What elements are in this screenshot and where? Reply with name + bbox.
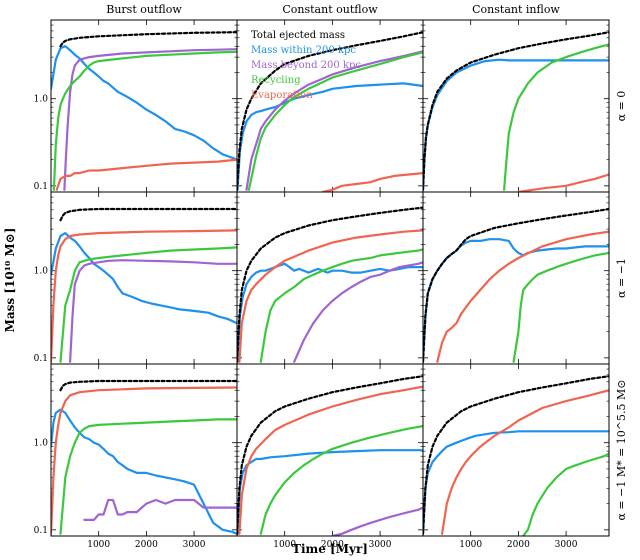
series-recycling bbox=[259, 425, 423, 535]
series-total bbox=[237, 375, 423, 535]
series-group bbox=[51, 379, 237, 535]
series-evaporation bbox=[321, 172, 423, 192]
series-evaporation bbox=[441, 389, 609, 535]
panel-r0-c1 bbox=[236, 19, 424, 193]
series-total bbox=[59, 207, 237, 222]
series-recycling bbox=[522, 452, 609, 536]
ticks bbox=[51, 363, 237, 536]
series-beyond bbox=[245, 50, 423, 191]
series-within bbox=[423, 430, 609, 535]
legend: Total ejected mass Mass within 200 kpc Mas… bbox=[251, 30, 361, 101]
series-beyond bbox=[68, 259, 237, 363]
series-group bbox=[237, 206, 423, 363]
legend-entry-within: Mass within 200 kpc bbox=[251, 45, 356, 56]
series-total bbox=[237, 206, 423, 363]
panel-r1-c1 bbox=[236, 191, 424, 365]
series-beyond bbox=[331, 506, 423, 536]
series-beyond bbox=[63, 48, 237, 191]
series-group bbox=[423, 31, 609, 192]
panel-frame bbox=[422, 363, 610, 537]
series-recycling bbox=[503, 43, 609, 191]
series-evaporation bbox=[238, 385, 423, 535]
series-within bbox=[423, 58, 609, 191]
y-tick-label: 1.0 bbox=[34, 95, 49, 105]
x-tick-label: 1000 bbox=[459, 540, 482, 550]
panel-r1-c2 bbox=[422, 191, 610, 365]
series-within bbox=[51, 45, 237, 161]
series-recycling bbox=[59, 246, 237, 363]
y-tick-label: 1.0 bbox=[34, 439, 49, 449]
x-tick-label: 1000 bbox=[273, 540, 296, 550]
legend-entry-beyond: Mass beyond 200 kpc bbox=[251, 60, 361, 71]
series-evaporation bbox=[51, 229, 237, 363]
x-tick-label: 3000 bbox=[555, 540, 578, 550]
panel-r2-c2: 1000 2000 3000 bbox=[422, 363, 610, 550]
column-title-0: Burst outflow bbox=[106, 3, 182, 16]
series-recycling bbox=[52, 50, 237, 191]
series-evaporation bbox=[51, 386, 237, 535]
y-tick-label: 0.1 bbox=[34, 354, 48, 364]
ticks bbox=[51, 191, 237, 364]
y-tick-label: 0.1 bbox=[34, 182, 48, 192]
series-within bbox=[237, 262, 423, 363]
series-total bbox=[423, 31, 609, 191]
series-within bbox=[51, 408, 237, 535]
series-evaporation bbox=[517, 173, 609, 192]
series-group bbox=[51, 31, 237, 191]
panel-frame bbox=[422, 191, 610, 365]
legend-entry-recycling: Recycling bbox=[251, 75, 301, 86]
ticks bbox=[423, 363, 609, 536]
series-total bbox=[237, 31, 423, 191]
panel-frame bbox=[50, 363, 238, 537]
x-tick-label: 2000 bbox=[321, 540, 344, 550]
panel-r1-c0: 0.1 1.0 bbox=[34, 191, 238, 365]
y-tick-label: 1.0 bbox=[34, 267, 49, 277]
panel-r2-c1: 1000 2000 3000 bbox=[236, 363, 424, 550]
series-recycling bbox=[259, 248, 423, 363]
panel-r2-c0: 1000 2000 3000 0.1 1.0 bbox=[34, 363, 238, 550]
series-within bbox=[51, 232, 237, 325]
x-tick-label: 3000 bbox=[183, 540, 206, 550]
y-axis-label: Mass [10¹⁰ M⊙] bbox=[3, 228, 17, 333]
series-group bbox=[423, 207, 609, 363]
row-label-0: α = 0 bbox=[615, 91, 628, 122]
series-evaporation bbox=[238, 229, 423, 363]
series-group bbox=[237, 375, 423, 536]
series-group bbox=[423, 375, 609, 536]
series-total bbox=[423, 207, 609, 363]
series-group bbox=[51, 207, 237, 363]
series-evaporation bbox=[55, 158, 237, 191]
x-tick-label: 2000 bbox=[135, 540, 158, 550]
series-recycling bbox=[247, 51, 423, 191]
series-total bbox=[423, 375, 609, 535]
legend-entry-evaporation: Evaporation bbox=[251, 90, 313, 101]
panel-r0-c0: 0.1 1.0 bbox=[34, 19, 238, 193]
x-tick-label: 2000 bbox=[507, 540, 530, 550]
series-beyond bbox=[293, 261, 423, 363]
series-group bbox=[237, 31, 423, 192]
column-title-2: Constant inflow bbox=[472, 3, 560, 16]
row-label-2: α = −1 M* = 10^5.5 M⊙ bbox=[615, 379, 628, 520]
column-title-1: Constant outflow bbox=[282, 3, 378, 16]
series-total bbox=[59, 31, 237, 48]
ticks bbox=[423, 191, 609, 364]
series-total bbox=[59, 379, 237, 392]
x-axis-label: Time [Myr] bbox=[292, 542, 368, 556]
series-recycling bbox=[512, 251, 609, 363]
x-tick-label: 3000 bbox=[369, 540, 392, 550]
x-tick-label: 1000 bbox=[87, 540, 110, 550]
panel-frame bbox=[50, 191, 238, 365]
row-label-1: α = −1 bbox=[615, 258, 628, 298]
series-beyond bbox=[83, 498, 237, 522]
panel-r0-c2 bbox=[422, 19, 610, 193]
y-tick-label: 0.1 bbox=[34, 526, 48, 536]
legend-entry-total: Total ejected mass bbox=[251, 30, 345, 41]
series-evaporation bbox=[436, 230, 609, 363]
series-recycling bbox=[59, 418, 237, 535]
series-within bbox=[237, 449, 423, 535]
